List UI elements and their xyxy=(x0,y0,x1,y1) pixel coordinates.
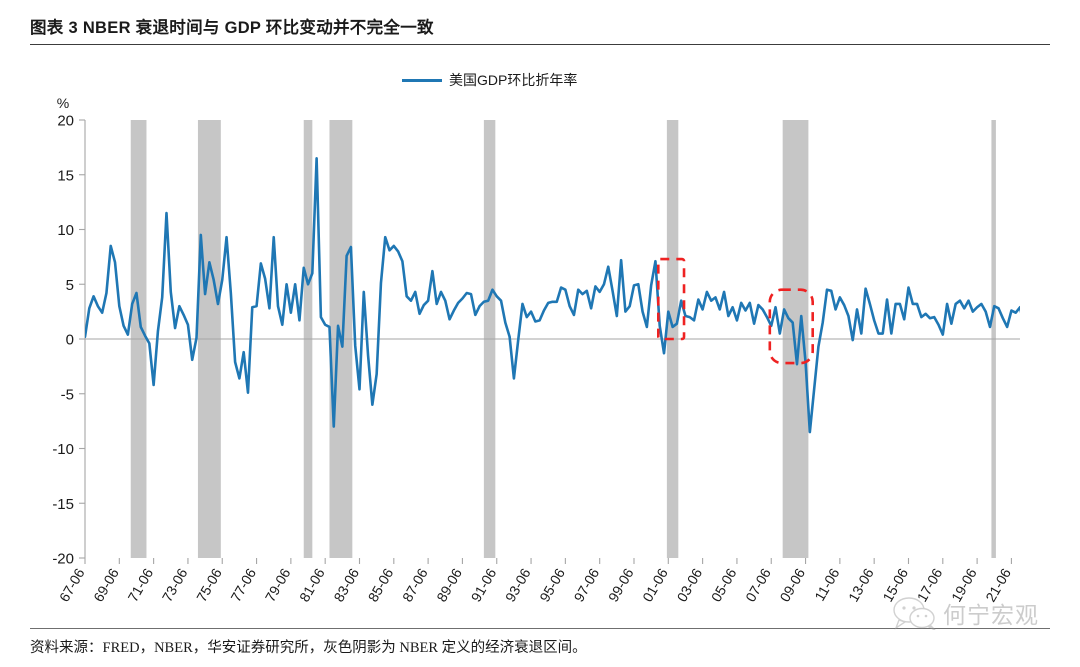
y-axis-tick-label: 10 xyxy=(57,222,74,239)
title-divider xyxy=(30,44,1050,45)
series-line xyxy=(85,157,1020,434)
y-axis-tick-label: -20 xyxy=(52,551,74,568)
figure-title-block: 图表 3 NBER 衰退时间与 GDP 环比变动并不完全一致 xyxy=(30,14,1050,45)
y-axis-tick-label: 5 xyxy=(66,277,74,294)
y-axis-tick-label: 0 xyxy=(66,332,74,349)
x-axis-tick-label: 83-06 xyxy=(330,565,362,604)
x-axis-tick-label: 03-06 xyxy=(673,565,705,604)
x-axis-tick-label: 99-06 xyxy=(605,565,637,604)
x-axis-tick-label: 93-06 xyxy=(502,565,534,604)
x-axis-tick-label: 05-06 xyxy=(708,565,740,604)
y-axis-tick-label: 15 xyxy=(57,167,74,184)
x-axis: 67-06 69-06 71-06 73-06 75-06 77-06 79-06 81-06… xyxy=(56,558,1014,605)
x-axis-tick-label: 01-06 xyxy=(639,565,671,604)
y-axis-tick-label: 20 xyxy=(57,113,74,130)
x-axis-tick-label: 95-06 xyxy=(536,565,568,604)
highlight-box xyxy=(656,257,686,341)
x-axis-tick-label: 75-06 xyxy=(193,565,225,604)
x-axis-tick-label: 13-06 xyxy=(845,565,877,604)
x-axis-tick-label: 97-06 xyxy=(571,565,603,604)
chart-legend: 美国GDP环比折年率 xyxy=(402,70,577,90)
x-axis-tick-label: 91-06 xyxy=(468,565,500,604)
y-axis-tick-label: -10 xyxy=(52,441,74,458)
x-axis-tick-label: 81-06 xyxy=(296,565,328,604)
source-divider xyxy=(30,628,1050,629)
x-axis-tick-label: 15-06 xyxy=(879,565,911,604)
x-axis-tick-label: 21-06 xyxy=(982,565,1014,604)
page-title: 图表 3 NBER 衰退时间与 GDP 环比变动并不完全一致 xyxy=(30,19,434,37)
x-axis-tick-label: 79-06 xyxy=(262,565,294,604)
legend-item-label: 美国GDP环比折年率 xyxy=(449,72,578,88)
x-axis-tick-label: 67-06 xyxy=(56,565,88,604)
highlight-boxes xyxy=(656,257,814,365)
x-axis-tick-label: 89-06 xyxy=(433,565,465,604)
x-axis-tick-label: 77-06 xyxy=(227,565,259,604)
legend-line-swatch xyxy=(402,78,442,82)
x-axis-tick-label: 09-06 xyxy=(776,565,808,604)
source-note-block: 资料来源：FRED，NBER，华安证券研究所，灰色阴影为 NBER 定义的经济衰… xyxy=(30,628,1050,657)
y-axis-tick-label: -5 xyxy=(61,386,74,403)
x-axis-tick-label: 11-06 xyxy=(811,565,842,603)
y-axis: 20 15 10 5 0 -5 -10 -15 -20% xyxy=(52,95,86,568)
highlight-box xyxy=(768,288,814,365)
x-axis-tick-label: 19-06 xyxy=(948,565,980,604)
x-axis-tick-label: 85-06 xyxy=(365,565,397,604)
x-axis-tick-label: 07-06 xyxy=(742,565,774,604)
x-axis-tick-label: 73-06 xyxy=(159,565,191,604)
x-axis-tick-label: 17-06 xyxy=(914,565,946,604)
y-axis-unit-label: % xyxy=(57,95,69,111)
source-note: 资料来源：FRED，NBER，华安证券研究所，灰色阴影为 NBER 定义的经济衰… xyxy=(30,640,587,656)
x-axis-tick-label: 87-06 xyxy=(399,565,431,604)
x-axis-tick-label: 69-06 xyxy=(90,565,122,604)
y-axis-tick-label: -15 xyxy=(52,496,74,513)
x-axis-tick-label: 71-06 xyxy=(124,565,156,604)
